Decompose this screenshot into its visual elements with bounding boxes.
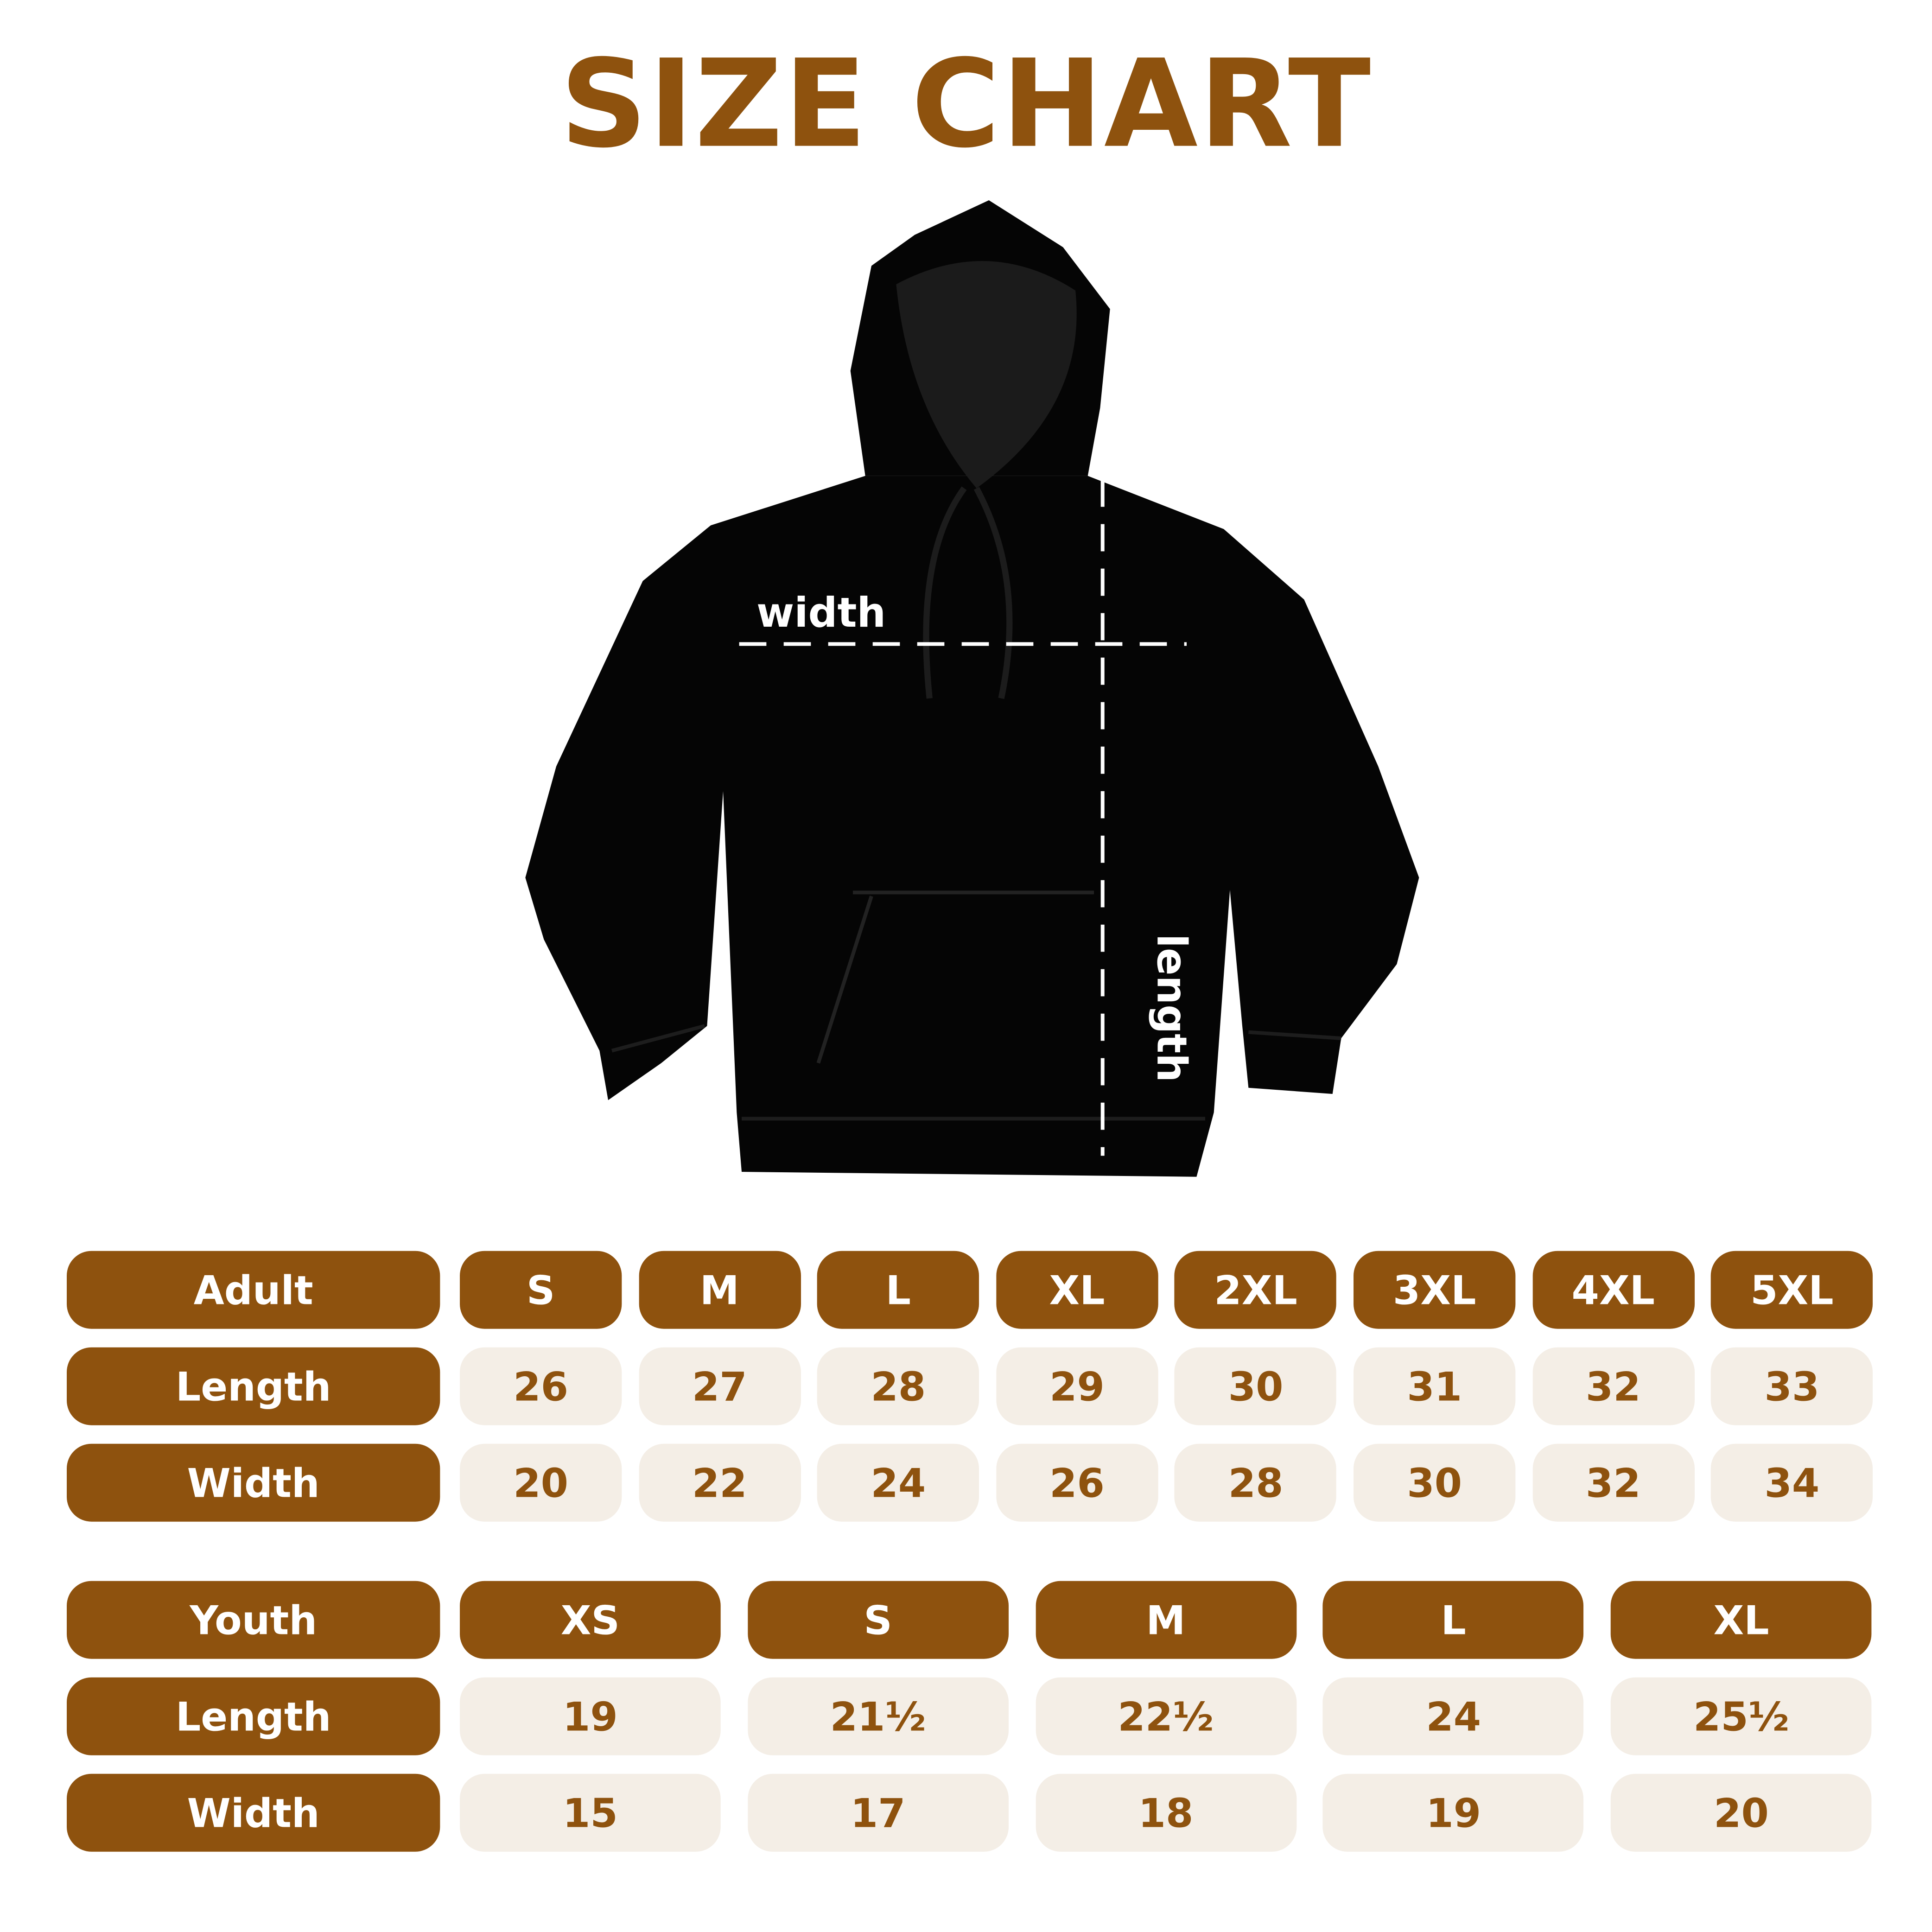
adult-row-label: Length <box>67 1347 440 1425</box>
youth-value-cell: 18 <box>1035 1773 1296 1852</box>
youth-size-header: XL <box>1611 1581 1872 1659</box>
youth-value-cell: 21½ <box>747 1677 1009 1755</box>
youth-size-header: M <box>1035 1581 1296 1659</box>
adult-value-cell: 26 <box>460 1347 622 1425</box>
youth-value-cell: 17 <box>747 1773 1009 1852</box>
adult-value-cell: 33 <box>1711 1347 1873 1425</box>
adult-value-cell: 20 <box>460 1443 622 1522</box>
youth-value-cell: 24 <box>1323 1677 1584 1755</box>
youth-row-label: Width <box>67 1773 440 1852</box>
adult-value-cell: 28 <box>1175 1443 1337 1522</box>
youth-header-label: Youth <box>67 1581 440 1659</box>
adult-header-label: Adult <box>67 1251 440 1329</box>
hoodie-illustration <box>525 200 1419 1177</box>
adult-value-cell: 22 <box>638 1443 801 1522</box>
adult-value-cell: 26 <box>996 1443 1158 1522</box>
page-title: SIZE CHART <box>560 34 1372 176</box>
adult-value-cell: 30 <box>1175 1347 1337 1425</box>
adult-size-header: 3XL <box>1354 1251 1516 1329</box>
youth-value-cell: 25½ <box>1611 1677 1872 1755</box>
adult-row-label: Width <box>67 1443 440 1522</box>
adult-size-header: 5XL <box>1711 1251 1873 1329</box>
hoodie-image <box>525 200 1419 1177</box>
adult-size-header: 4XL <box>1532 1251 1694 1329</box>
adult-value-cell: 34 <box>1711 1443 1873 1522</box>
youth-value-cell: 19 <box>1323 1773 1584 1852</box>
width-label: width <box>756 588 886 637</box>
youth-value-cell: 22½ <box>1035 1677 1296 1755</box>
youth-size-header: S <box>747 1581 1009 1659</box>
adult-value-cell: 27 <box>638 1347 801 1425</box>
youth-value-cell: 15 <box>460 1773 721 1852</box>
youth-value-cell: 19 <box>460 1677 721 1755</box>
adult-size-header: S <box>460 1251 622 1329</box>
adult-value-cell: 28 <box>817 1347 979 1425</box>
adult-value-cell: 32 <box>1532 1443 1694 1522</box>
youth-row-label: Length <box>67 1677 440 1755</box>
adult-value-cell: 32 <box>1532 1347 1694 1425</box>
adult-size-header: 2XL <box>1175 1251 1337 1329</box>
adult-value-cell: 24 <box>817 1443 979 1522</box>
adult-size-header: L <box>817 1251 979 1329</box>
adult-size-header: XL <box>996 1251 1158 1329</box>
youth-size-header: XS <box>460 1581 721 1659</box>
adult-value-cell: 29 <box>996 1347 1158 1425</box>
adult-size-header: M <box>638 1251 801 1329</box>
youth-size-header: L <box>1323 1581 1584 1659</box>
youth-value-cell: 20 <box>1611 1773 1872 1852</box>
adult-value-cell: 31 <box>1354 1347 1516 1425</box>
adult-value-cell: 30 <box>1354 1443 1516 1522</box>
length-label: length <box>1148 934 1196 1082</box>
